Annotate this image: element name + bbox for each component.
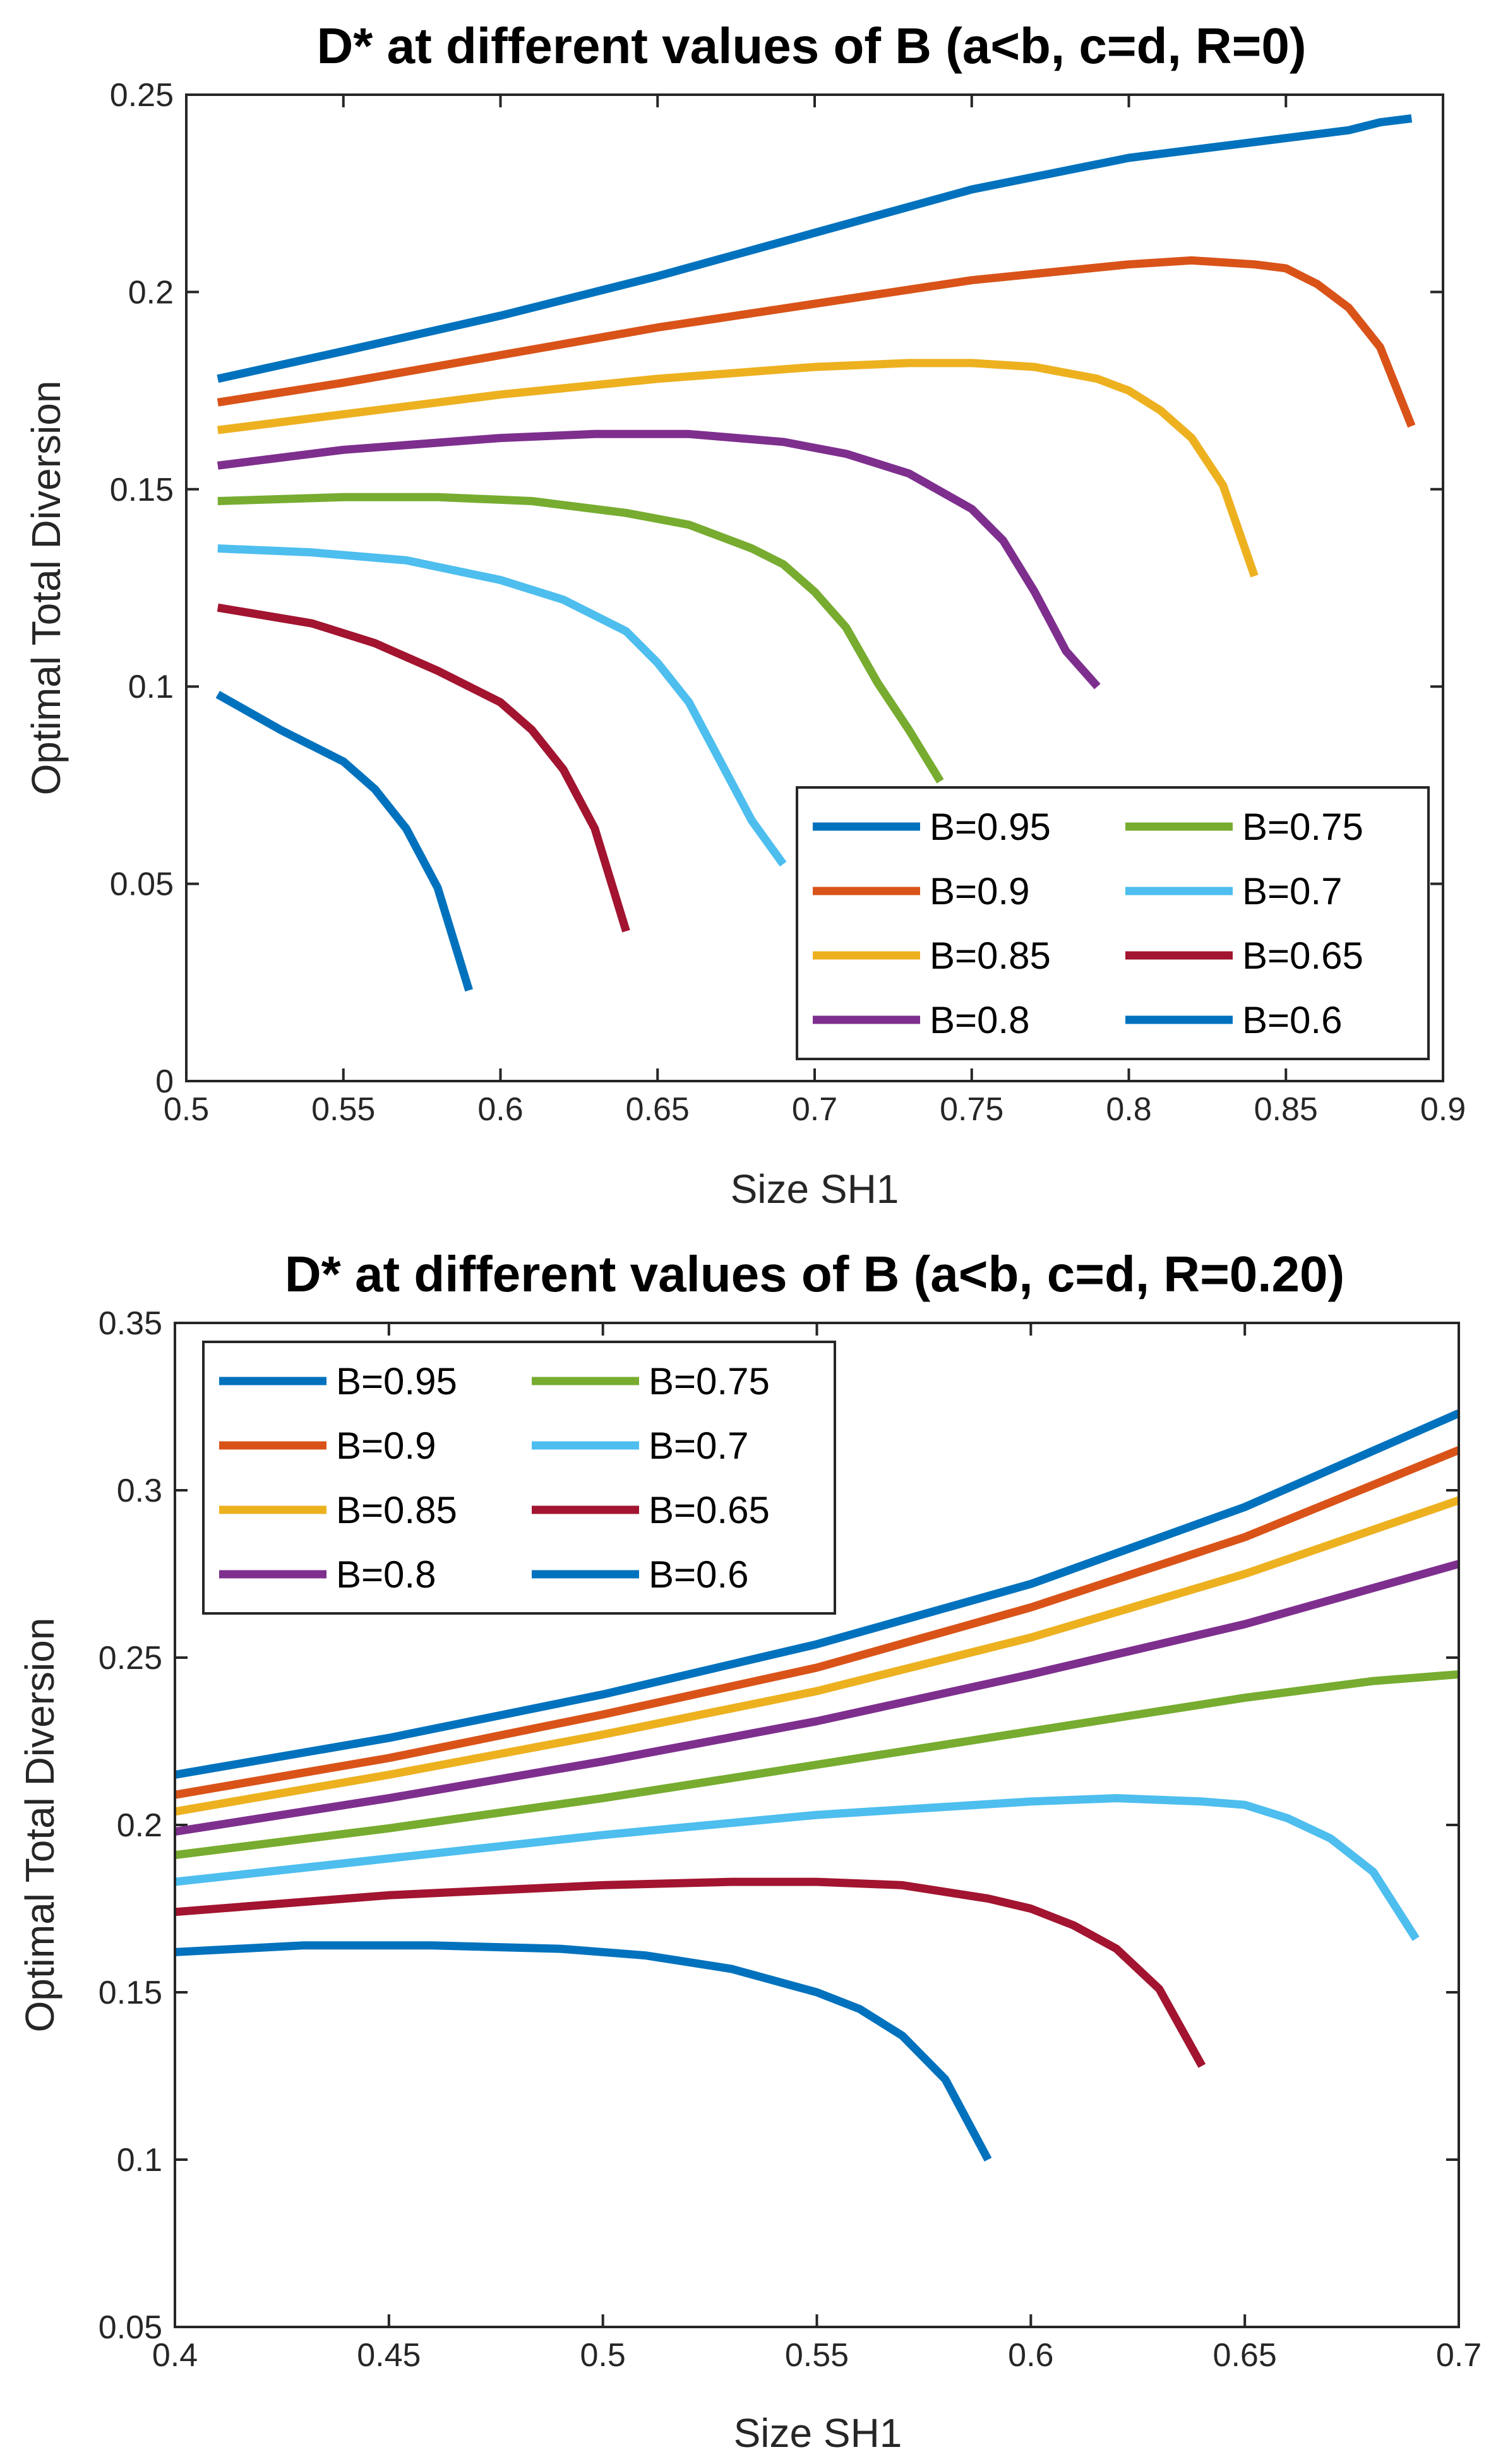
series-line-B=0.65 [174,1877,1206,2068]
series-line-B=0.8 [217,429,1101,690]
series-line-B=0.7 [174,1794,1420,1941]
series-line-B=0.9 [174,1446,1461,1799]
x-tick-label: 0.9 [1420,1091,1466,1128]
legend-label-B=0.6: B=0.6 [649,1553,748,1596]
chart-1-x-axis-label: Size SH1 [731,1166,899,1212]
y-tick-label: 0.05 [110,866,174,903]
x-tick-label: 0.7 [1436,2337,1482,2374]
chart-1-legend: B=0.95 B=0.9 B=0.85 B=0.8 B=0.75 B=0.7 B=0.65 B… [796,786,1430,1060]
chart-2-series [174,1409,1461,2162]
x-tick-label: 0.55 [311,1091,375,1128]
series-line-B=0.75 [174,1670,1459,1860]
x-tick-label: 0.65 [626,1091,690,1128]
chart-1-y-tick-labels: 0 0.05 0.1 0.15 0.2 0.25 [110,77,174,1100]
x-tick-label: 0.45 [357,2337,421,2374]
series-line-B=0.95 [217,114,1413,383]
series-line-B=0.6 [215,691,473,992]
y-tick-label: 0.05 [99,2309,162,2346]
x-tick-label: 0.65 [1213,2337,1277,2374]
chart-2-legend: B=0.95 B=0.9 B=0.85 B=0.8 B=0.75 B=0.7 B=0.65 B… [202,1341,836,1615]
chart-2-y-axis-label: Optimal Total Diversion [17,1618,63,2033]
chart-2-x-tick-labels: 0.4 0.45 0.5 0.55 0.6 0.65 0.7 [152,2337,1482,2374]
y-tick-label: 0.2 [117,1807,162,1844]
series-line-B=0.7 [217,544,787,867]
series-line-B=0.6 [174,1941,992,2162]
y-tick-label: 0.25 [99,1640,162,1677]
y-tick-label: 0.1 [128,669,174,705]
legend-label-B=0.9: B=0.9 [930,870,1029,912]
y-tick-label: 0.15 [110,472,174,508]
chart-2-axes-box [174,1322,1460,2328]
y-tick-label: 0.35 [99,1305,162,1342]
x-tick-label: 0.6 [1008,2337,1053,2374]
series-line-B=0.85 [174,1496,1461,1816]
legend-label-B=0.75: B=0.75 [649,1360,770,1402]
chart-1-axes-box [185,93,1444,1082]
x-tick-label: 0.4 [152,2337,198,2374]
chart-1-x-tick-labels: 0.5 0.55 0.6 0.65 0.7 0.75 0.8 0.85 0.9 [164,1091,1466,1128]
y-tick-label: 0.2 [128,274,174,311]
y-tick-label: 0.15 [99,1975,162,2011]
x-tick-label: 0.5 [164,1091,209,1128]
legend-label-B=0.65: B=0.65 [649,1489,770,1531]
series-line-B=0.85 [217,359,1259,578]
x-tick-label: 0.7 [792,1091,837,1128]
series-line-B=0.65 [217,603,630,933]
legend-label-B=0.7: B=0.7 [649,1425,748,1467]
chart-1-series [215,114,1416,992]
series-line-B=0.9 [217,256,1416,428]
chart-1: D* at different values of B (a<b, c=d, R… [23,18,1466,1212]
x-tick-label: 0.6 [477,1091,523,1128]
legend-label-B=0.65: B=0.65 [1242,935,1363,977]
x-tick-label: 0.8 [1106,1091,1151,1128]
y-tick-label: 0.3 [117,1473,162,1509]
y-tick-label: 0 [155,1063,174,1100]
x-tick-label: 0.55 [785,2337,849,2374]
chart-2: D* at different values of B (a<b, c=d, R… [17,1246,1482,2456]
series-line-B=0.95 [174,1409,1461,1779]
chart-1-title: D* at different values of B (a<b, c=d, R… [316,18,1306,74]
legend-label-B=0.8: B=0.8 [336,1553,436,1596]
chart-2-y-tick-labels: 0.05 0.1 0.15 0.2 0.25 0.3 0.35 [99,1305,162,2346]
x-tick-label: 0.5 [580,2337,626,2374]
legend-label-B=0.85: B=0.85 [336,1489,457,1531]
legend-label-B=0.6: B=0.6 [1242,999,1342,1041]
x-tick-label: 0.85 [1254,1091,1318,1128]
chart-1-y-axis-label: Optimal Total Diversion [23,381,69,796]
legend-label-B=0.75: B=0.75 [1242,806,1363,848]
series-line-B=0.75 [217,493,944,784]
y-tick-label: 0.1 [117,2142,162,2179]
legend-label-B=0.7: B=0.7 [1242,870,1342,912]
chart-1-legend-box [796,786,1430,1060]
legend-label-B=0.9: B=0.9 [336,1425,436,1467]
chart-2-legend-box [202,1341,836,1615]
y-tick-label: 0.25 [110,77,174,114]
legend-label-B=0.85: B=0.85 [930,935,1051,977]
legend-label-B=0.95: B=0.95 [930,806,1051,848]
chart-2-x-axis-label: Size SH1 [734,2410,902,2456]
legend-label-B=0.8: B=0.8 [930,999,1029,1041]
legend-label-B=0.95: B=0.95 [336,1360,457,1402]
series-line-B=0.8 [174,1560,1460,1836]
chart-2-title: D* at different values of B (a<b, c=d, R… [285,1246,1344,1302]
x-tick-label: 0.75 [940,1091,1003,1128]
